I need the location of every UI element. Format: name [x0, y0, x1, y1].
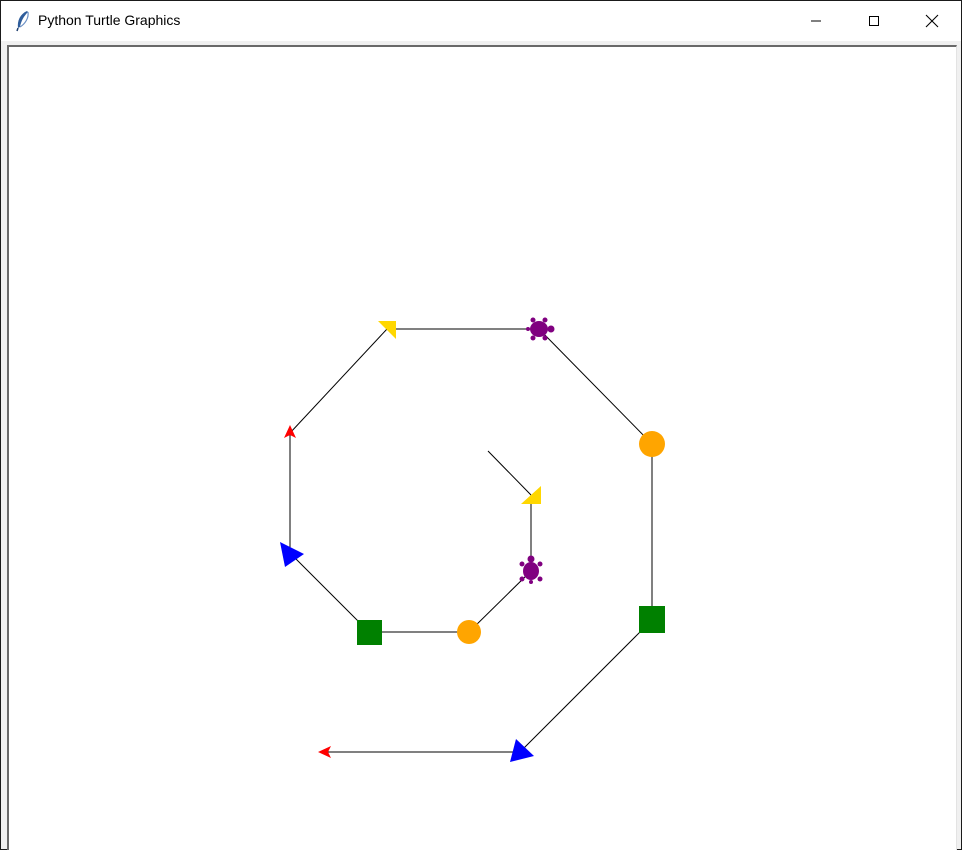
- purple-turtle-stamp: [519, 555, 543, 584]
- title-bar[interactable]: Python Turtle Graphics: [1, 1, 961, 41]
- close-button[interactable]: [903, 1, 961, 41]
- green-square-stamp: [639, 606, 665, 633]
- orange-circle-stamp: [639, 431, 665, 457]
- red-arrow-stamp: [284, 425, 296, 438]
- close-icon: [925, 14, 939, 28]
- orange-circle-stamp: [457, 620, 481, 644]
- path-segment: [289, 328, 388, 434]
- turtle-drawing: [280, 317, 665, 762]
- red-arrow-stamp: [318, 746, 331, 758]
- yellow-triangle-stamp: [378, 321, 396, 339]
- turtle-path: [289, 328, 653, 753]
- path-segment: [289, 552, 370, 633]
- feather-icon: [14, 10, 32, 32]
- path-segment: [519, 619, 653, 753]
- client-area: [3, 42, 959, 850]
- window-title: Python Turtle Graphics: [38, 12, 181, 28]
- blue-triangle-stamp: [510, 739, 534, 762]
- path-segment: [538, 328, 653, 445]
- minimize-icon: [810, 15, 822, 27]
- path-segment: [487, 450, 532, 496]
- maximize-icon: [868, 15, 880, 27]
- green-square-stamp: [357, 620, 382, 645]
- purple-turtle-stamp: [526, 317, 555, 341]
- minimize-button[interactable]: [787, 1, 845, 41]
- yellow-triangle-stamp: [521, 486, 541, 504]
- turtle-canvas[interactable]: [7, 45, 957, 850]
- path-segment: [468, 570, 532, 633]
- blue-triangle-stamp: [280, 542, 304, 567]
- maximize-button[interactable]: [845, 1, 903, 41]
